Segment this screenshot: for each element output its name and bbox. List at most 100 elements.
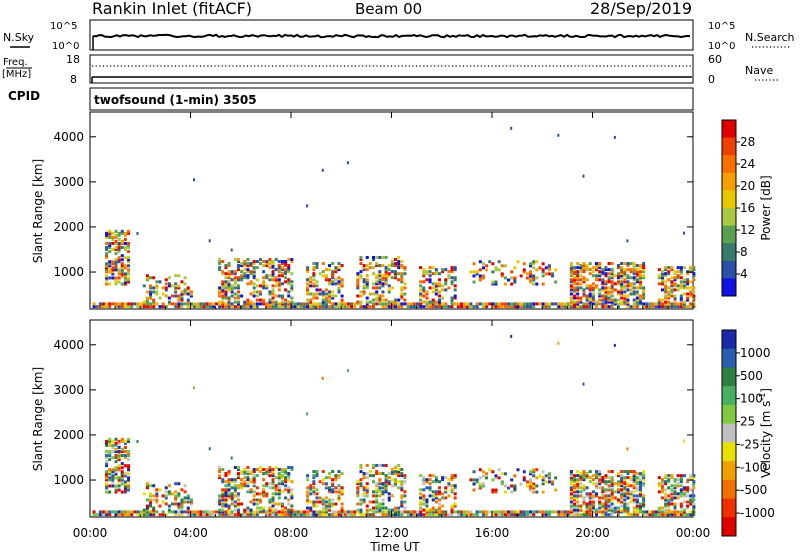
velocity-cell bbox=[591, 494, 595, 498]
nsky-strip: N.Sky 10^5 10^0 10^5 10^0 N.Search bbox=[3, 19, 795, 52]
power-cell bbox=[381, 255, 385, 259]
power-cell bbox=[127, 272, 131, 276]
power-cell bbox=[356, 274, 360, 278]
velocity-cell bbox=[233, 490, 237, 494]
power-cell bbox=[378, 272, 382, 276]
velocity-cell bbox=[604, 482, 608, 486]
power-cell bbox=[437, 284, 441, 288]
velocity-cell bbox=[387, 482, 391, 486]
velocity-cell bbox=[378, 502, 382, 506]
velocity-cell bbox=[670, 492, 674, 496]
power-cell bbox=[679, 272, 683, 276]
velocity-cell bbox=[372, 480, 376, 484]
velocity-cell bbox=[108, 449, 112, 453]
velocity-cell bbox=[632, 470, 636, 474]
velocity-cell bbox=[660, 488, 664, 492]
velocity-cell bbox=[271, 474, 275, 478]
velocity-cell bbox=[689, 474, 693, 478]
velocity-cell bbox=[318, 496, 322, 500]
velocity-cell bbox=[246, 484, 250, 488]
velocity-cell bbox=[632, 490, 636, 494]
velocity-cell bbox=[620, 496, 624, 500]
power-cell bbox=[676, 270, 680, 274]
velocity-cell bbox=[149, 500, 153, 504]
cpid-frame bbox=[89, 87, 694, 111]
velocity-cell bbox=[679, 478, 683, 482]
velocity-cell bbox=[667, 486, 671, 490]
nsearch-label: N.Search bbox=[745, 31, 795, 44]
power-cell bbox=[258, 284, 262, 288]
power-cell bbox=[604, 296, 608, 300]
velocity-cell bbox=[227, 496, 231, 500]
power-cell bbox=[444, 302, 448, 306]
power-cell bbox=[372, 255, 376, 259]
power-cell bbox=[328, 264, 332, 268]
velocity-cell bbox=[582, 474, 586, 478]
velocity-cell bbox=[120, 437, 124, 441]
velocity-cell bbox=[585, 476, 589, 480]
velocity-cell bbox=[105, 456, 109, 460]
power-cell bbox=[356, 302, 360, 306]
power-cell bbox=[623, 290, 627, 294]
velocity-cell bbox=[579, 508, 583, 512]
velocity-cell bbox=[679, 494, 683, 498]
velocity-cell bbox=[664, 482, 668, 486]
power-cell bbox=[481, 276, 485, 280]
power-cell bbox=[174, 288, 178, 292]
velocity-cell bbox=[660, 513, 664, 517]
power-cell bbox=[664, 284, 668, 288]
power-cell bbox=[315, 284, 319, 288]
velocity-cell bbox=[318, 510, 322, 514]
velocity-cell bbox=[692, 486, 696, 490]
velocity-cell bbox=[444, 513, 448, 517]
velocity-cell bbox=[284, 488, 288, 492]
velocity-cell bbox=[164, 490, 168, 494]
velocity-cell bbox=[359, 478, 363, 482]
velocity-cell bbox=[111, 484, 115, 488]
power-cell bbox=[312, 266, 316, 270]
power-cell bbox=[381, 305, 385, 309]
power-cell bbox=[180, 294, 184, 298]
power-cell bbox=[444, 288, 448, 292]
velocity-cell bbox=[441, 496, 445, 500]
power-cell bbox=[510, 302, 514, 306]
power-cell bbox=[573, 268, 577, 272]
velocity-cell bbox=[522, 510, 526, 514]
power-cell bbox=[284, 268, 288, 272]
power-cell bbox=[262, 264, 266, 268]
power-cell bbox=[588, 294, 592, 298]
velocity-cell bbox=[378, 480, 382, 484]
power-cell bbox=[579, 264, 583, 268]
velocity-cell bbox=[161, 510, 165, 514]
power-cell bbox=[431, 290, 435, 294]
velocity-cell bbox=[638, 492, 642, 496]
velocity-cell bbox=[284, 476, 288, 480]
power-cell bbox=[164, 305, 168, 309]
velocity-cell bbox=[428, 510, 432, 514]
power-cell bbox=[390, 262, 394, 266]
power-cell bbox=[689, 280, 693, 284]
power-cell bbox=[233, 305, 237, 309]
power-cell bbox=[591, 288, 595, 292]
power-cell bbox=[422, 288, 426, 292]
velocity-cell bbox=[667, 502, 671, 506]
velocity-cell bbox=[387, 508, 391, 512]
power-cell bbox=[579, 278, 583, 282]
power-cell bbox=[664, 302, 668, 306]
velocity-cell bbox=[268, 513, 272, 517]
power-cell bbox=[510, 270, 514, 274]
power-cell bbox=[532, 274, 536, 278]
power-cell bbox=[249, 302, 253, 306]
power-cell bbox=[626, 288, 630, 292]
power-cell bbox=[331, 282, 335, 286]
power-cell bbox=[497, 302, 501, 306]
power-cell bbox=[585, 302, 589, 306]
power-cell bbox=[375, 282, 379, 286]
power-cell bbox=[111, 262, 115, 266]
velocity-cell bbox=[607, 476, 611, 480]
velocity-cell bbox=[679, 504, 683, 508]
velocity-cell bbox=[679, 513, 683, 517]
velocity-cell bbox=[626, 490, 630, 494]
velocity-cell bbox=[145, 482, 149, 486]
velocity-cell bbox=[397, 468, 401, 472]
